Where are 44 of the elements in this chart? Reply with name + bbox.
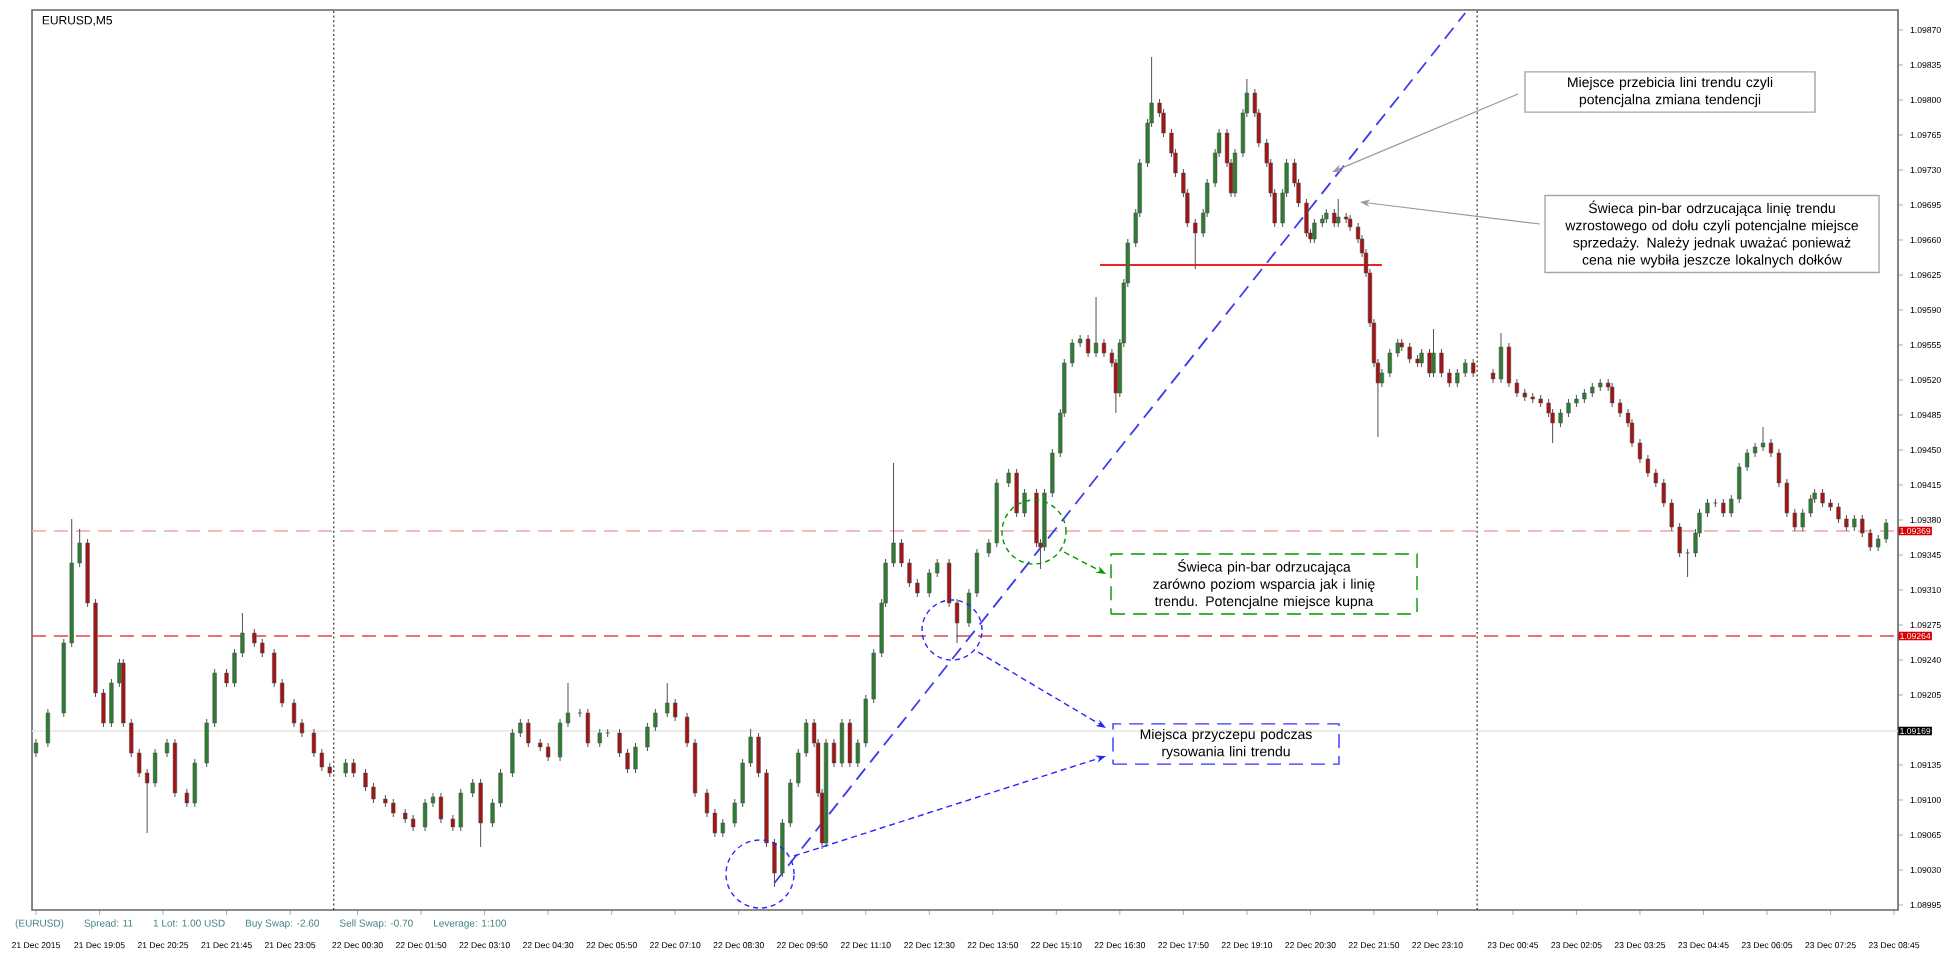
candlestick — [458, 788, 463, 832]
candlestick — [1836, 502, 1841, 524]
candlestick — [1471, 358, 1476, 378]
candlestick — [152, 748, 158, 788]
candlestick — [438, 792, 444, 824]
candlestick — [1093, 296, 1099, 358]
candlestick — [45, 708, 50, 748]
candlestick — [1760, 426, 1766, 452]
candlestick — [1820, 488, 1825, 508]
candlestick — [1506, 342, 1512, 388]
candlestick — [1463, 358, 1468, 378]
candlestick — [585, 708, 590, 748]
candlestick — [1387, 348, 1392, 378]
candlestick — [1336, 198, 1341, 228]
candlestick — [546, 742, 551, 762]
candlestick — [526, 718, 531, 748]
candlestick — [673, 698, 678, 722]
candlestick — [391, 798, 396, 818]
candlestick — [422, 798, 428, 832]
candlestick — [1685, 548, 1690, 578]
candlestick — [1558, 408, 1563, 428]
candlestick — [192, 758, 197, 808]
candlestick — [665, 682, 670, 718]
candlestick — [927, 568, 932, 598]
candlestick — [478, 778, 483, 848]
candlestick — [633, 742, 638, 774]
candlestick — [839, 718, 845, 768]
candlestick — [1431, 328, 1436, 378]
candlestick — [847, 718, 852, 768]
candlestick — [363, 768, 368, 792]
candlestick — [1883, 518, 1889, 544]
candlestick — [1014, 468, 1019, 518]
candlestick — [1407, 342, 1412, 364]
candlestick — [291, 698, 297, 728]
candlestick — [1610, 382, 1615, 408]
candlestick — [1439, 348, 1444, 378]
candlestick — [1498, 332, 1504, 384]
candlestick — [510, 728, 515, 778]
candlestick — [557, 718, 563, 762]
candlestick — [1085, 334, 1091, 358]
candlestick — [1721, 498, 1726, 518]
candlestick — [1566, 398, 1571, 418]
candlestick — [1455, 368, 1460, 388]
candlestick — [252, 628, 257, 648]
